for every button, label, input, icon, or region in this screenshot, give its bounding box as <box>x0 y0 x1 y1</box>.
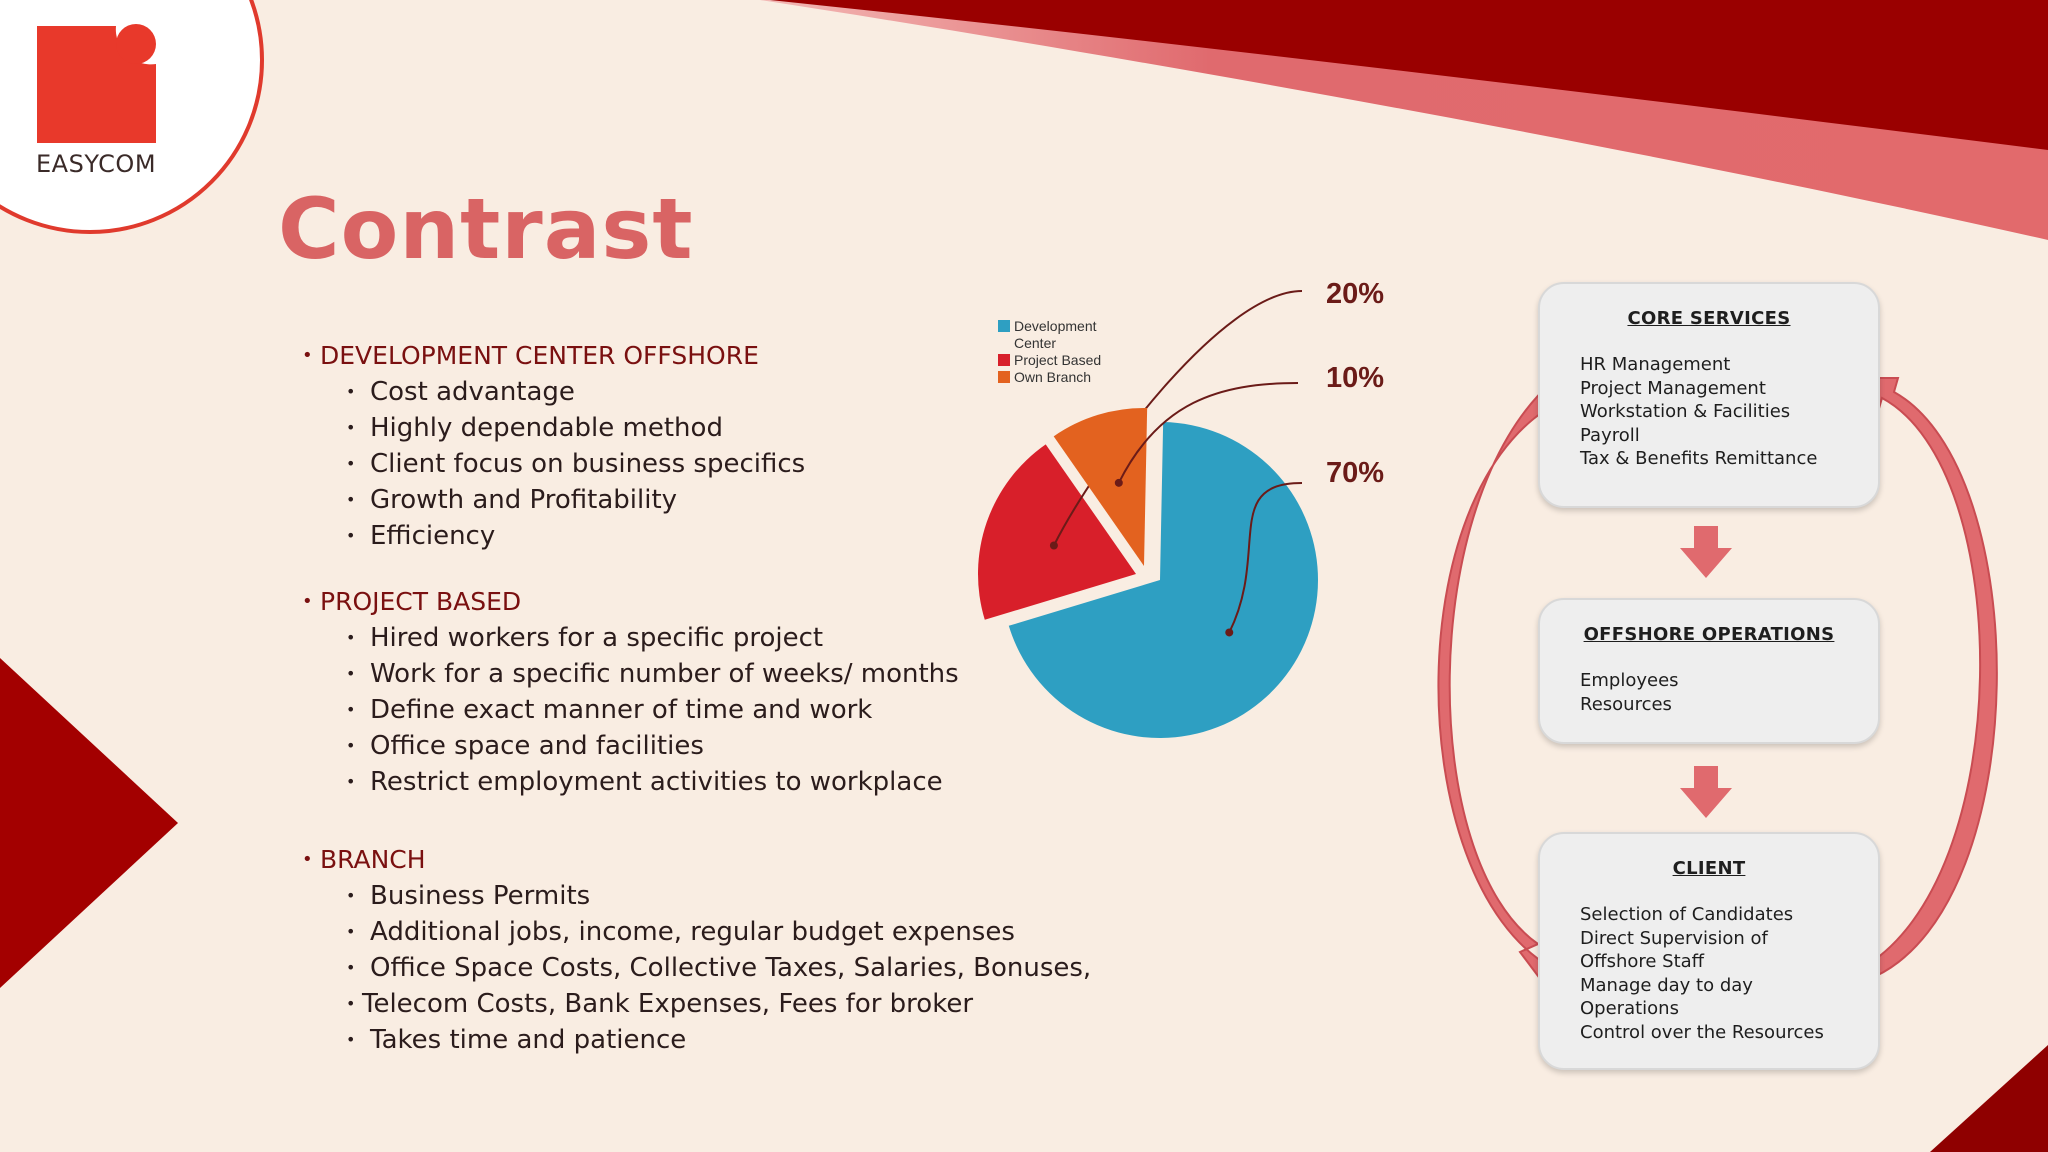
list-item: Define exact manner of time and work <box>320 692 959 728</box>
down-arrow-1 <box>1680 526 1732 578</box>
box-line: Tax & Benefits Remittance <box>1580 448 1818 469</box>
list-item-continuation: Telecom Costs, Bank Expenses, Fees for b… <box>320 986 1091 1022</box>
box-line: Direct Supervision of <box>1580 927 1768 949</box>
pie-slice-own-branch <box>1053 408 1148 566</box>
leader-dot <box>1049 541 1058 550</box>
box-line: Manage day to day <box>1580 974 1753 996</box>
data-label-project-based: 20% <box>1326 278 1385 310</box>
logo-mark <box>37 24 156 143</box>
section-heading: BRANCH <box>320 842 1091 878</box>
list-item: Efficiency <box>320 518 805 554</box>
box-title: CLIENT <box>1672 858 1746 879</box>
section-heading: PROJECT BASED <box>320 584 959 620</box>
legend-swatch <box>998 320 1010 332</box>
data-label-own-branch: 10% <box>1326 362 1385 394</box>
list-item: Highly dependable method <box>320 410 805 446</box>
data-label-development-center: 70% <box>1326 457 1385 489</box>
box-title: CORE SERVICES <box>1627 308 1791 329</box>
legend-label: Project Based <box>1014 352 1102 368</box>
box-line: Resources <box>1580 693 1672 715</box>
box-line: HR Management <box>1580 354 1731 375</box>
list-item: Growth and Profitability <box>320 482 805 518</box>
legend-swatch <box>998 371 1010 383</box>
bottom-right-corner <box>1930 1045 2048 1152</box>
box-title: OFFSHORE OPERATIONS <box>1583 624 1835 645</box>
box-line: Project Management <box>1580 377 1766 399</box>
legend-swatch <box>998 354 1010 366</box>
section-branch: BRANCH Business Permits Additional jobs,… <box>320 842 1091 1058</box>
leader-dot <box>1114 478 1123 487</box>
top-light-band <box>760 0 2048 240</box>
list-item: Office space and facilities <box>320 728 959 764</box>
list-item: Office Space Costs, Collective Taxes, Sa… <box>320 950 1091 986</box>
section-project-based: PROJECT BASED Hired workers for a specif… <box>320 584 959 800</box>
logo-wordmark: EASYCOM <box>36 150 157 178</box>
list-item: Additional jobs, income, regular budget … <box>320 914 1091 950</box>
list-item: Hired workers for a specific project <box>320 620 959 656</box>
legend-label: Own Branch <box>1014 369 1092 385</box>
leader-line <box>1053 290 1303 546</box>
pie-slice-development-center <box>1008 422 1318 739</box>
offshore-operations-box: OFFSHORE OPERATIONS Employees Resources <box>1538 598 1880 744</box>
box-line: Control over the Resources <box>1580 1021 1824 1043</box>
legend-item-development-center: Development Center <box>998 318 1124 352</box>
down-arrow-2 <box>1680 766 1732 818</box>
page-title: Contrast <box>278 180 694 278</box>
box-line: Payroll <box>1580 424 1640 446</box>
chart-legend: Development Center Project Based Own Bra… <box>998 318 1124 386</box>
legend-item-project-based: Project Based <box>998 352 1124 369</box>
leader-line <box>1117 382 1299 484</box>
client-box: CLIENT Selection of Candidates Direct Su… <box>1538 832 1880 1070</box>
list-item: Cost advantage <box>320 374 805 410</box>
list-item: Restrict employment activities to workpl… <box>320 764 959 800</box>
box-line: Workstation & Facilities <box>1580 401 1791 422</box>
legend-item-own-branch: Own Branch <box>998 369 1124 386</box>
section-heading: DEVELOPMENT CENTER OFFSHORE <box>320 338 805 374</box>
list-item: Takes time and patience <box>320 1022 1091 1058</box>
right-curved-arrow <box>1859 377 1998 978</box>
leader-dot <box>1225 628 1234 637</box>
box-line: Employees <box>1580 670 1679 691</box>
section-development-center: DEVELOPMENT CENTER OFFSHORE Cost advanta… <box>320 338 805 554</box>
pie-slice-project-based <box>978 444 1136 620</box>
list-item: Client focus on business specifics <box>320 446 805 482</box>
left-curved-arrow <box>1437 380 1570 986</box>
core-services-box: CORE SERVICES HR Management Project Mana… <box>1538 282 1880 508</box>
list-item: Business Permits <box>320 878 1091 914</box>
box-line: Operations <box>1580 998 1679 1019</box>
list-item: Work for a specific number of weeks/ mon… <box>320 656 959 692</box>
legend-label: Development Center <box>1014 318 1097 351</box>
box-line: Offshore Staff <box>1580 951 1705 972</box>
left-triangle <box>0 658 178 988</box>
box-line: Selection of Candidates <box>1580 904 1794 925</box>
leader-line <box>1228 482 1303 633</box>
top-dark-band <box>770 0 2048 150</box>
